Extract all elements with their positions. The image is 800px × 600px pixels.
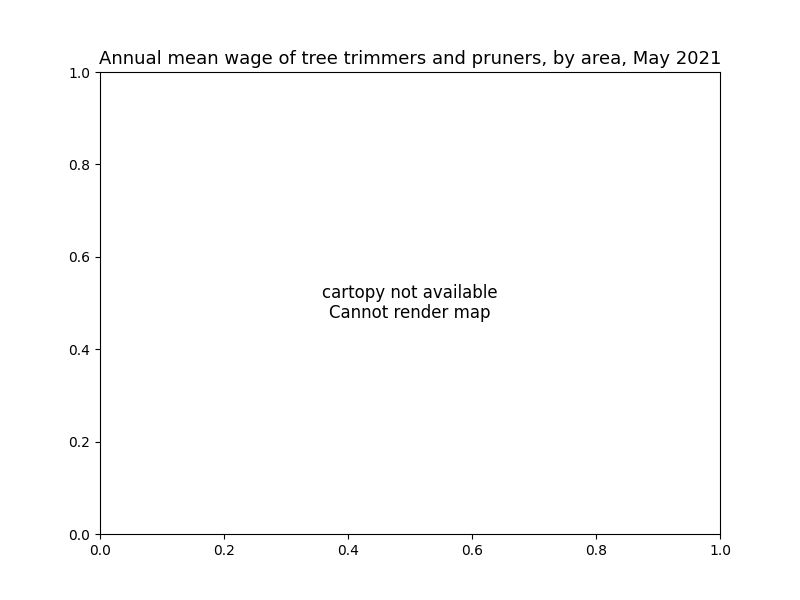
Text: cartopy not available
Cannot render map: cartopy not available Cannot render map [322,284,498,322]
Title: Annual mean wage of tree trimmers and pruners, by area, May 2021: Annual mean wage of tree trimmers and pr… [99,50,721,68]
